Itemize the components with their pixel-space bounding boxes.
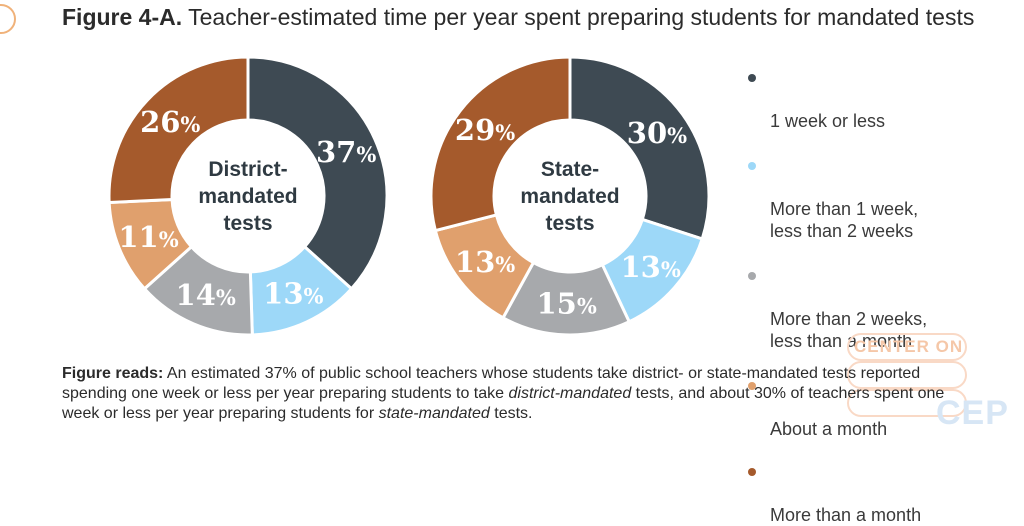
legend-item-more-than-month: More than a month [748, 460, 1018, 526]
donut-center-label: District-mandated tests [198, 158, 297, 235]
figure-reads-text-3: tests. [489, 405, 533, 422]
legend-dot [748, 162, 756, 170]
legend-dot [748, 74, 756, 82]
slice-label-more-than-month: 26% [140, 105, 200, 139]
slice-label-two-weeks-to-month: 14% [176, 278, 236, 312]
figure-reads-emphasis-1: district-mandated [508, 385, 632, 402]
slice-label-one-to-two-weeks: 13% [263, 276, 323, 310]
legend: 1 week or less More than 1 week, less th… [748, 66, 1018, 526]
legend-label: About a month [770, 419, 888, 439]
figure-title-text: Teacher-estimated time per year spent pr… [188, 4, 975, 30]
slice-label-week-or-less: 30% [627, 116, 687, 150]
slice-week-or-less [246, 55, 389, 291]
legend-label: More than 1 week, less than 2 weeks [770, 199, 919, 241]
legend-label: More than a month [770, 505, 922, 525]
legend-dot [748, 272, 756, 280]
donut-center-label: State-mandated tests [520, 158, 619, 235]
figure-title: Figure 4-A. Teacher-estimated time per y… [62, 4, 974, 31]
legend-item-about-month: About a month [748, 374, 1018, 440]
slice-label-more-than-month: 29% [455, 113, 515, 147]
slice-label-week-or-less: 37% [316, 135, 376, 169]
legend-item-two-weeks-to-month: More than 2 weeks, less than a month [748, 264, 1018, 352]
legend-dot [748, 468, 756, 476]
slice-label-about-month: 13% [455, 245, 515, 279]
cep-logo: CEP [936, 394, 1009, 432]
slice-label-about-month: 11% [118, 220, 178, 254]
legend-item-one-to-two-weeks: More than 1 week, less than 2 weeks [748, 154, 1018, 242]
slice-more-than-month [107, 55, 250, 205]
figure-number: Figure 4-A. [62, 4, 183, 30]
legend-item-week-or-less: 1 week or less [748, 66, 1018, 132]
donut-charts: 37% 13% 14% 11% 26% District-mandated tests 30%… [107, 55, 711, 337]
figure-reads-text-2: tests, and about 30% of teachers spent o… [62, 385, 945, 422]
slice-label-one-to-two-weeks: 13% [620, 250, 680, 284]
figure-reads-emphasis-2: state-mandated [378, 405, 490, 422]
legend-label: More than 2 weeks, less than a month [770, 309, 928, 351]
slice-week-or-less [568, 55, 711, 241]
donut-chart-1: 37% 13% 14% 11% 26% District-mandated tests [107, 55, 389, 337]
slice-label-two-weeks-to-month: 15% [536, 286, 596, 320]
figure-reads-text-1: An estimated 37% of public school teache… [62, 365, 921, 402]
donut-chart-2: 30% 13% 15% 13% 29%State-mandated tests [429, 55, 711, 337]
slice-more-than-month [429, 55, 572, 233]
watermark-text: CENTER ON [854, 337, 964, 356]
cep-watermark-rings [847, 333, 967, 417]
legend-dot [748, 382, 756, 390]
legend-label: 1 week or less [770, 111, 886, 131]
figure-reads-label: Figure reads: [62, 365, 164, 382]
figure-reads-note: Figure reads: An estimated 37% of public… [62, 364, 982, 424]
